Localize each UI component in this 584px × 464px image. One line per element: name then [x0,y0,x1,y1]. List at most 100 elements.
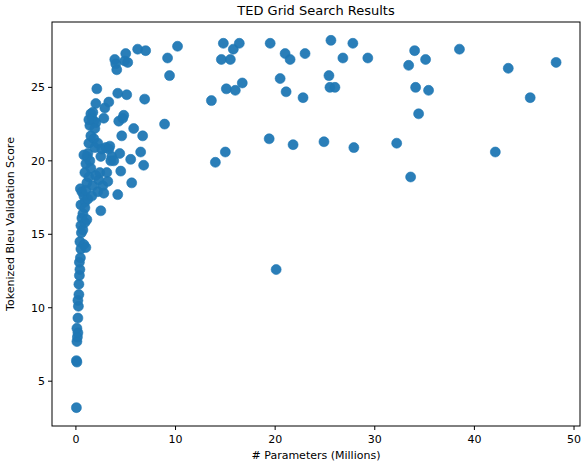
point [92,84,102,94]
point [126,154,136,164]
point [288,140,298,150]
x-axis: 0 10 20 30 40 50 [72,426,581,446]
point [105,141,115,151]
x-tick [374,426,375,430]
point [220,147,230,157]
point [225,54,235,64]
point [82,215,92,225]
x-tick-label: 10 [169,433,183,446]
x-tick [275,426,276,430]
point [319,137,329,147]
x-tick-label: 0 [72,433,79,446]
y-tick-label: 10 [31,302,45,315]
point [123,57,133,67]
x-axis-label: # Parameters (Millions) [252,449,381,462]
point [122,90,132,100]
point [363,53,373,63]
point [110,54,120,64]
point [338,53,348,63]
point [281,87,291,97]
point [72,323,82,333]
point [216,54,226,64]
x-tick [175,426,176,430]
x-tick [75,426,76,430]
x-tick-label: 50 [567,433,581,446]
point [99,188,109,198]
point [140,94,150,104]
point [112,65,122,75]
x-tick [474,426,475,430]
point [210,157,220,167]
point [163,53,173,63]
point [454,44,464,54]
point [81,243,91,253]
point [90,124,100,134]
point [136,147,146,157]
point [84,115,94,125]
chart: 0 10 20 30 40 50 5 10 15 20 25 TED Grid Search Resu… [0,0,584,464]
point [80,203,90,213]
point [75,253,85,263]
point [392,138,402,148]
x-tick-label: 40 [467,433,481,446]
point [160,119,170,129]
point [330,82,340,92]
point [218,38,228,48]
point [221,84,231,94]
point [117,131,127,141]
point [298,93,308,103]
y-tick [48,307,52,308]
point [103,176,113,186]
point [406,172,416,182]
y-tick [48,234,52,235]
point [99,113,109,123]
x-tick-label: 20 [268,433,282,446]
point [102,168,112,178]
point [113,88,123,98]
point [326,35,336,45]
y-tick [48,160,52,161]
point [404,60,414,70]
y-axis-label: Tokenized Bleu Validation Score [4,137,17,312]
point [421,54,431,64]
point [165,71,175,81]
point [74,290,84,300]
point [115,148,125,158]
point [490,147,500,157]
point [104,97,114,107]
point [113,190,123,200]
point [72,357,82,367]
title: TED Grid Search Results [236,3,395,18]
point [138,131,148,141]
point [141,46,151,56]
point [79,150,89,160]
points [71,35,561,412]
point [285,54,295,64]
point [411,82,421,92]
point [348,38,358,48]
point [73,313,83,323]
point [264,134,274,144]
y-tick-label: 20 [31,155,45,168]
point [91,99,101,109]
y-tick-label: 5 [38,375,45,388]
y-tick-label: 25 [31,81,45,94]
point [275,74,285,84]
y-tick-label: 15 [31,228,45,241]
point [116,166,126,176]
point [127,178,137,188]
point [271,265,281,275]
point [119,110,129,120]
point [121,49,131,59]
x-tick-label: 30 [368,433,382,446]
point [237,78,247,88]
point [503,63,513,73]
point [206,96,216,106]
point [265,38,275,48]
point [96,206,106,216]
point [414,109,424,119]
point [525,93,535,103]
frame [52,22,580,426]
y-tick [48,87,52,88]
point [324,71,334,81]
